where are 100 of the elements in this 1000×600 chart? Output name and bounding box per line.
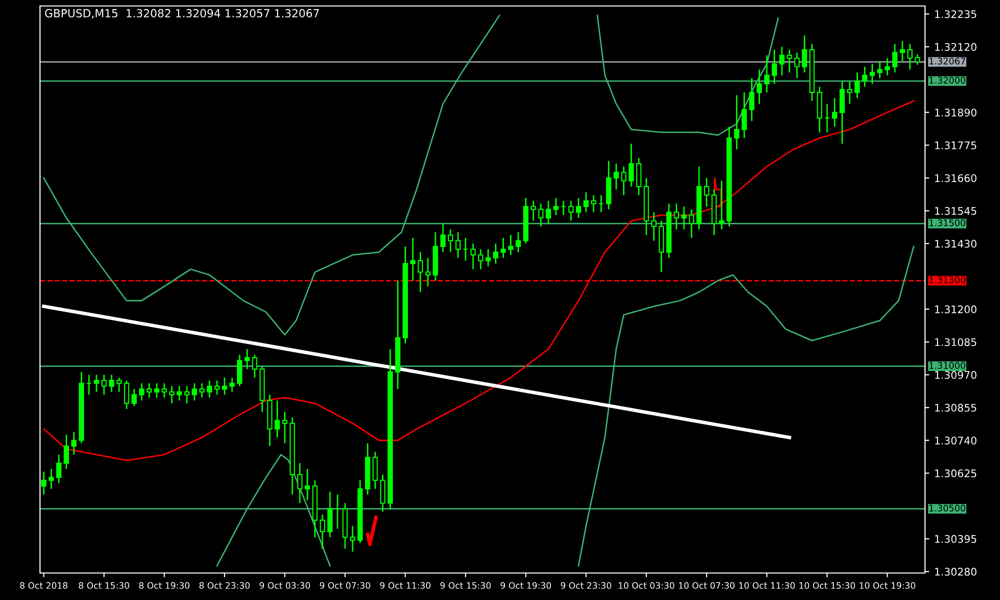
candlestick [410,237,416,282]
candlestick [101,374,107,396]
candlestick [229,376,235,393]
y-tick-label: 1.30625 [935,469,976,478]
candlestick [184,385,190,404]
candlestick [139,382,144,402]
x-tick-label: 10 Oct 03:30 [618,582,674,589]
candlestick [756,68,762,105]
y-tick-label: 1.32120 [935,43,976,51]
candlestick [192,382,198,402]
candlestick [132,388,137,407]
candlestick [802,34,808,74]
candlestick [500,237,506,259]
candlestick [719,180,724,230]
candlestick [877,60,882,79]
candlestick [546,200,552,224]
candlestick [214,380,220,396]
candlestick [742,92,747,139]
candlestick [508,234,514,256]
candlestick [553,197,559,216]
x-tick-label: 8 Oct 2018 [20,582,68,589]
candlestick [56,454,62,484]
chart-title: GBPUSD,M15 1.32082 1.32094 1.32057 1.32067 [45,9,319,19]
x-tick-label: 8 Oct 15:30 [78,582,130,589]
ref-line-label: 1.32000 [930,76,966,84]
candlestick [614,163,619,190]
candlestick [64,434,69,470]
x-tick-label: 9 Oct 03:30 [260,582,310,589]
candlestick [94,374,100,393]
candlestick [749,77,754,122]
candlestick [832,97,838,128]
candlestick [786,48,792,74]
candlestick [124,380,130,410]
x-tick-label: 9 Oct 11:30 [380,582,430,589]
y-tick-label: 1.31430 [935,240,976,248]
candlestick [772,48,777,85]
candlestick [470,242,476,270]
candlestick [493,242,498,264]
candlestick [870,63,875,85]
candlestick [884,58,890,76]
candlestick [840,80,845,144]
candlestick [71,431,77,456]
candlestick [440,222,446,253]
x-tick-label: 9 Oct 15:30 [440,582,491,589]
candlestick [862,66,868,88]
candlestick [486,248,491,268]
ref-line-label: 1.32067 [930,58,966,65]
x-tick-label: 8 Oct 19:30 [139,582,190,589]
candlestick [530,200,536,222]
candlestick [590,194,596,213]
y-tick-label: 1.31545 [935,207,976,215]
candlestick [455,231,461,259]
candlestick [583,192,589,213]
y-tick-label: 1.30740 [935,436,976,444]
candlestick [794,52,800,79]
y-tick-label: 1.31200 [935,305,976,314]
candlestick [734,94,740,150]
candlestick [297,462,302,504]
candlestick [681,206,687,230]
candlestick [236,354,242,387]
y-tick-label: 1.30855 [935,404,976,412]
candlestick [372,451,378,490]
candlestick [206,380,212,398]
candlestick [304,468,310,501]
candlestick [628,143,634,188]
candlestick [146,382,152,398]
candlestick [448,228,454,253]
candlestick [380,474,386,512]
candlestick [779,46,785,76]
x-tick-label: 10 Oct 07:30 [679,582,735,589]
y-tick-label: 1.30970 [935,371,976,379]
x-tick-label: 9 Oct 23:30 [560,582,612,589]
candlestick [244,348,250,370]
x-tick-label: 10 Oct 11:30 [739,582,795,589]
x-tick-label: 9 Oct 07:30 [320,582,370,589]
y-tick-label: 1.31890 [935,108,976,116]
candlestick [576,197,582,219]
candlestick [892,43,898,74]
candlestick [516,231,521,253]
candlestick [674,202,680,230]
candlestick [478,248,484,270]
candlestick [252,354,258,378]
candlestick [688,208,694,239]
ref-line-label: 1.31300 [930,276,966,284]
candlestick [282,411,288,444]
ref-line-label: 1.31500 [930,219,966,226]
candlestick [162,382,167,398]
y-tick-label: 1.30280 [935,568,976,576]
candlestick [116,376,122,393]
y-tick-label: 1.30395 [935,535,976,543]
candlestick [914,54,920,66]
candlestick [764,54,770,94]
candlestick [621,166,626,196]
candlestick [154,382,160,398]
ref-line-label: 1.30500 [930,504,966,512]
x-tick-label: 10 Oct 15:30 [800,582,856,589]
candlestick [425,257,431,288]
ref-line-label: 1.31000 [930,362,966,369]
candlestick [41,471,46,496]
y-tick-label: 1.31660 [935,174,976,182]
